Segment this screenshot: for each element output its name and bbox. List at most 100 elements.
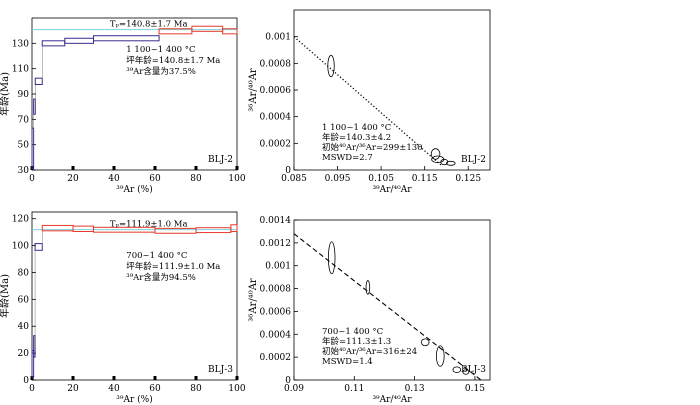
age-step: [41, 40, 66, 47]
x-tick-mark: [153, 166, 157, 170]
error-ellipse: [327, 54, 335, 78]
y-tick-label: 0.0008: [260, 59, 292, 69]
x-tick-label: 100: [228, 174, 245, 184]
y-tick-label: 60: [18, 295, 30, 305]
x-tick-label: 20: [67, 384, 79, 394]
temperature-range: 1 100~1 400 °C: [322, 123, 391, 133]
x-tick-mark: [71, 376, 75, 380]
chart-panel-bottom-right: 0.09 0.11 0.13 0.15 0 0.0002 0.0004 0.0006 0.000…: [248, 216, 491, 405]
x-tick-mark: [194, 376, 198, 380]
ar39-content: ³⁹Ar含量为94.5%: [126, 272, 196, 283]
mswd: MSWD=1.4: [322, 357, 373, 367]
x-tick-label: 0: [29, 384, 35, 394]
plateau-age-label: Tₚ=140.8±1.7 Ma: [110, 20, 188, 30]
age-step: [191, 25, 224, 32]
x-tick-label: 0.125: [455, 174, 481, 184]
x-axis-label: ³⁹Ar/⁴⁰Ar: [372, 395, 412, 405]
x-tick-label: 0.105: [368, 174, 394, 184]
plateau-age-text: 坪年龄=111.9±1.0 Ma: [126, 261, 220, 272]
initial-ratio: 初始⁴⁰Ar/³⁶Ar=299±130: [322, 142, 423, 153]
x-tick-label: 0.085: [281, 174, 307, 184]
x-tick-mark: [235, 166, 239, 170]
age-step: [222, 28, 238, 35]
x-tick-mark: [194, 166, 198, 170]
x-tick-mark: [112, 376, 116, 380]
y-tick-label: 50: [18, 141, 30, 151]
y-tick-label: 120: [12, 215, 29, 225]
error-ellipse: [462, 369, 470, 375]
y-tick-label: 30: [18, 166, 30, 176]
y-tick-label: 0.001: [265, 33, 291, 43]
isochron-line: [293, 36, 443, 167]
y-axis-label: 年龄(Ma): [0, 72, 11, 116]
y-tick-label: 90: [18, 90, 30, 100]
x-tick-label: 100: [228, 384, 245, 394]
y-axis-label: ³⁶Ar/⁴⁰Ar: [248, 278, 259, 322]
chart-panel-top-right: 0.085 0.095 0.105 0.115 0.125 0 0.0002 0.0004 0.…: [248, 9, 491, 195]
x-tick-label: 60: [149, 174, 161, 184]
y-tick-label: 0: [285, 166, 291, 176]
y-tick-label: 130: [12, 39, 29, 49]
x-tick-label: 0.15: [465, 384, 485, 394]
y-tick-label: 0.0004: [260, 113, 292, 123]
y-tick-label: 70: [18, 115, 30, 125]
y-tick-label: 0.0006: [260, 86, 292, 96]
y-tick-label: 0.0012: [260, 239, 292, 249]
sample-label: BLJ-3: [461, 365, 486, 375]
x-tick-label: 0.115: [412, 174, 438, 184]
age-step: [31, 127, 35, 170]
age-step: [34, 77, 43, 85]
x-tick-label: 0.13: [405, 384, 425, 394]
error-ellipse: [327, 241, 336, 275]
x-tick-mark: [71, 166, 75, 170]
y-tick-label: 20: [18, 349, 30, 359]
y-tick-label: 40: [18, 322, 30, 332]
temperature-range: 700~1 400 °C: [126, 251, 187, 261]
error-ellipse: [452, 366, 462, 373]
age-step: [34, 243, 43, 251]
x-tick-label: 40: [108, 174, 120, 184]
y-tick-label: 0.001: [265, 262, 291, 272]
y-axis-label: ³⁶Ar/⁴⁰Ar: [248, 68, 259, 112]
x-tick-label: 40: [108, 384, 120, 394]
error-ellipse: [365, 280, 371, 295]
y-tick-label: 0.0008: [260, 285, 292, 295]
x-tick-label: 0.095: [325, 174, 351, 184]
x-tick-label: 60: [149, 384, 161, 394]
chart-panel-bottom-left: 0 20 40 60 80 100 0 20 40 60 80 100 120 ³⁹Ar (%) 年龄(Ma…: [0, 211, 246, 405]
temperature-range: 1 100~1 400 °C: [126, 45, 195, 55]
x-tick-label: 0.11: [344, 384, 364, 394]
error-ellipse: [420, 338, 430, 347]
initial-ratio: 初始⁴⁰Ar/³⁶Ar=316±24: [322, 346, 417, 357]
y-axis-label: 年龄(Ma): [0, 274, 11, 318]
x-tick-label: 20: [67, 174, 79, 184]
y-tick-label: 0: [23, 376, 29, 386]
x-axis-label: ³⁹Ar/⁴⁰Ar: [372, 185, 412, 195]
x-tick-mark: [153, 376, 157, 380]
y-tick-label: 0.0006: [260, 307, 292, 317]
plot-frame: [293, 219, 491, 381]
x-tick-mark: [235, 376, 239, 380]
error-ellipse: [446, 160, 456, 166]
age-step: [93, 35, 160, 42]
plot-frame: [31, 211, 238, 381]
y-tick-label: 0: [285, 376, 291, 386]
y-tick-label: 80: [18, 268, 30, 278]
age-step: [195, 227, 232, 234]
age-step: [33, 335, 36, 358]
y-tick-label: 0.0002: [260, 353, 292, 363]
sample-label: BLJ-2: [461, 155, 486, 165]
x-axis-label: ³⁹Ar (%): [116, 394, 152, 405]
x-tick-mark: [30, 376, 34, 380]
x-tick-label: 0.09: [284, 384, 304, 394]
x-tick-label: 80: [190, 384, 202, 394]
isochron-age: 年龄=140.3±4.2: [322, 132, 391, 143]
y-tick-label: 0.0014: [260, 216, 292, 226]
age-step: [64, 37, 95, 44]
age-step: [230, 224, 238, 232]
x-tick-label: 0: [29, 174, 35, 184]
x-axis-label: ³⁹Ar (%): [116, 184, 152, 195]
sample-label: BLJ-3: [208, 365, 233, 375]
sample-label: BLJ-2: [208, 155, 233, 165]
